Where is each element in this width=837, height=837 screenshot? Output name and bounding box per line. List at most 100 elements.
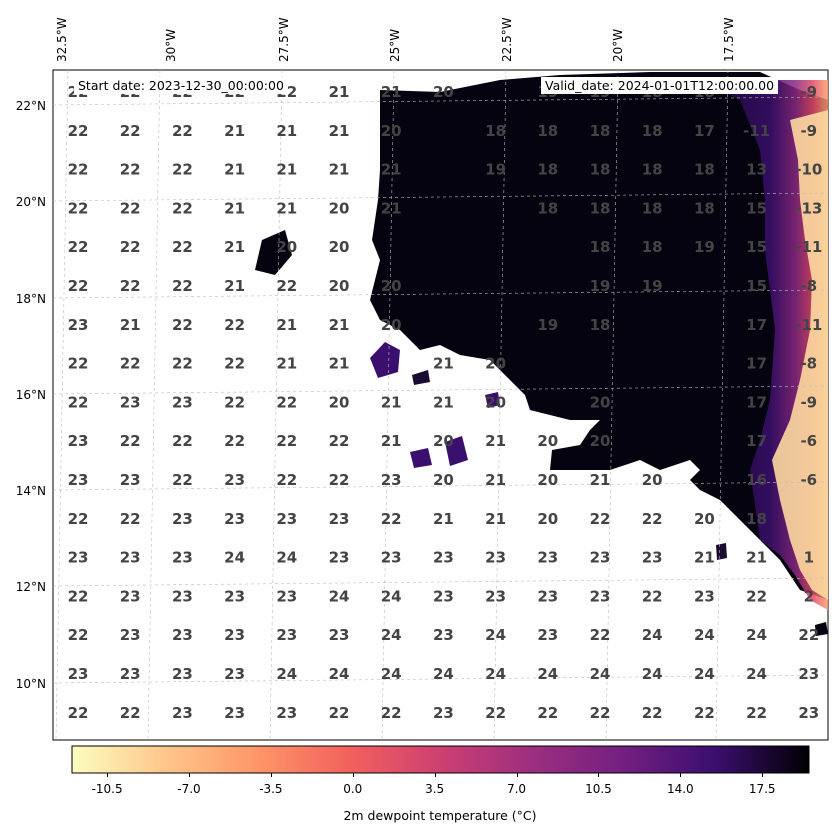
grid-value: 22	[537, 704, 558, 722]
grid-value: 20	[485, 355, 506, 373]
grid-value: 23	[224, 471, 245, 489]
grid-value: 24	[276, 665, 297, 683]
grid-value: 21	[276, 355, 297, 373]
colorbar-tick-mark	[516, 773, 518, 777]
grid-value: 18	[642, 161, 663, 179]
grid-value: 21	[381, 83, 402, 101]
grid-value: 22	[68, 161, 89, 179]
grid-value: 22	[68, 122, 89, 140]
colorbar-tick-mark	[107, 773, 109, 777]
grid-value: 23	[798, 665, 819, 683]
grid-value: 22	[172, 471, 193, 489]
grid-value: 21	[224, 277, 245, 295]
grid-value: 21	[381, 161, 402, 179]
grid-value: 22	[224, 316, 245, 334]
grid-value: 23	[68, 665, 89, 683]
grid-value: 18	[590, 161, 611, 179]
gridlines	[53, 70, 828, 740]
island-2	[370, 342, 400, 378]
grid-value: 18	[642, 238, 663, 256]
grid-value: -9	[800, 83, 817, 101]
grid-value: 19	[694, 238, 715, 256]
grid-value: 18	[590, 122, 611, 140]
grid-value: 18	[537, 161, 558, 179]
grid-value: 23	[224, 510, 245, 528]
grid-value: 23	[798, 704, 819, 722]
grid-value: 24	[381, 665, 402, 683]
lat-label: 10°N	[15, 677, 46, 691]
grid-value: -6	[800, 471, 817, 489]
coast-pale	[772, 110, 828, 600]
grid-value: -8	[800, 355, 817, 373]
colorbar-tick-label: 3.5	[425, 782, 445, 796]
grid-value: 22	[120, 355, 141, 373]
grid-value: 23	[537, 626, 558, 644]
grid-value: 23	[433, 549, 454, 567]
grid-value: 19	[485, 161, 506, 179]
lon-label: 22.5°W	[500, 17, 514, 62]
grid-value: 24	[746, 626, 767, 644]
grid-value: -13	[795, 199, 822, 217]
grid-value: 17	[746, 432, 767, 450]
grid-value: 23	[68, 471, 89, 489]
lat-label: 20°N	[15, 195, 46, 209]
lon-label: 30°W	[164, 28, 178, 62]
lat-label: 12°N	[15, 580, 46, 594]
grid-value: 21	[381, 432, 402, 450]
lat-label: 18°N	[15, 292, 46, 306]
grid-value: 21	[433, 510, 454, 528]
grid-value: -9	[800, 122, 817, 140]
colorbar-tick-label: 7.0	[506, 782, 527, 796]
grid-value: 23	[120, 393, 141, 411]
grid-value: 22	[224, 432, 245, 450]
grid-value: 23	[172, 393, 193, 411]
grid-value: 22	[68, 704, 89, 722]
grid-value: -10	[795, 161, 822, 179]
grid-value: 21	[276, 316, 297, 334]
colorbar-tick-mark	[270, 773, 272, 777]
island-1	[255, 230, 292, 275]
grid-value: 24	[433, 665, 454, 683]
grid-value: 22	[120, 238, 141, 256]
grid-value: 20	[433, 83, 454, 101]
grid-value: 24	[746, 665, 767, 683]
grid-value: 2	[804, 587, 814, 605]
grid-value: 23	[537, 549, 558, 567]
grid-value: 17	[746, 316, 767, 334]
lon-label: 27.5°W	[277, 17, 291, 62]
grid-value: 22	[172, 432, 193, 450]
grid-value: 22	[120, 277, 141, 295]
meridian-line	[147, 70, 161, 740]
grid-value: 22	[172, 238, 193, 256]
grid-value: 22	[642, 587, 663, 605]
grid-value: 23	[329, 549, 350, 567]
colorbar-tick-mark	[352, 773, 354, 777]
grid-value: 24	[329, 587, 350, 605]
lat-label: 22°N	[15, 99, 46, 113]
grid-value: 22	[172, 277, 193, 295]
grid-value: 17	[746, 393, 767, 411]
grid-value: 18	[485, 122, 506, 140]
grid-value: 20	[590, 432, 611, 450]
grid-value: 18	[694, 199, 715, 217]
grid-value: 19	[590, 277, 611, 295]
island-3	[412, 370, 430, 385]
valid-date-label: Valid_date: 2024-01-01T12:00:00.00	[541, 77, 779, 94]
grid-value: 22	[329, 471, 350, 489]
grid-value: 22	[798, 626, 819, 644]
grid-value: -11	[743, 122, 770, 140]
grid-value: 23	[381, 471, 402, 489]
grid-value: 23	[68, 316, 89, 334]
grid-value: 22	[276, 432, 297, 450]
lon-label: 25°W	[388, 28, 402, 62]
grid-value: 20	[276, 238, 297, 256]
grid-value: 21	[276, 122, 297, 140]
grid-value: 22	[68, 277, 89, 295]
grid-value: 21	[329, 83, 350, 101]
grid-value: 23	[590, 587, 611, 605]
grid-value: 23	[433, 626, 454, 644]
grid-value: 21	[433, 355, 454, 373]
grid-value: 24	[642, 626, 663, 644]
lat-label: 16°N	[15, 388, 46, 402]
